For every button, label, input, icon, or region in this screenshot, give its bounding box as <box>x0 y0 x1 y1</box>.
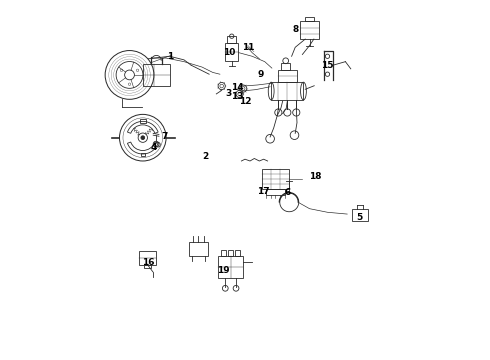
Text: 7: 7 <box>161 132 168 141</box>
Text: 1: 1 <box>167 52 173 61</box>
Bar <box>228 249 233 256</box>
Bar <box>305 17 315 21</box>
Bar <box>235 249 240 256</box>
Bar <box>281 63 290 70</box>
Bar <box>143 64 170 86</box>
Text: 19: 19 <box>217 266 230 275</box>
Bar <box>300 21 319 39</box>
Bar <box>139 251 156 265</box>
Bar <box>271 82 303 100</box>
Bar <box>278 70 297 82</box>
Text: 5: 5 <box>357 213 363 222</box>
Bar <box>262 169 289 189</box>
Bar <box>218 256 243 278</box>
Text: 9: 9 <box>258 70 264 79</box>
Bar <box>189 242 208 256</box>
Text: 18: 18 <box>309 172 321 181</box>
Text: 12: 12 <box>239 96 251 105</box>
Bar <box>225 42 238 60</box>
Text: 8: 8 <box>292 25 298 34</box>
Text: 3: 3 <box>226 89 232 98</box>
Bar <box>221 249 226 256</box>
Text: 13: 13 <box>231 92 244 101</box>
Circle shape <box>141 136 145 140</box>
Text: 15: 15 <box>321 61 334 70</box>
Bar <box>144 265 151 267</box>
Bar <box>266 189 285 195</box>
Text: 14: 14 <box>231 83 244 92</box>
Bar <box>352 209 368 221</box>
Bar <box>140 119 146 123</box>
Bar <box>141 153 145 156</box>
Text: 2: 2 <box>202 152 209 161</box>
Text: 16: 16 <box>142 258 154 267</box>
Bar <box>227 36 236 42</box>
Text: 17: 17 <box>257 187 270 196</box>
Text: 11: 11 <box>243 43 255 52</box>
Text: 6: 6 <box>285 188 291 197</box>
Text: 4: 4 <box>150 143 157 152</box>
Text: 10: 10 <box>222 48 235 57</box>
